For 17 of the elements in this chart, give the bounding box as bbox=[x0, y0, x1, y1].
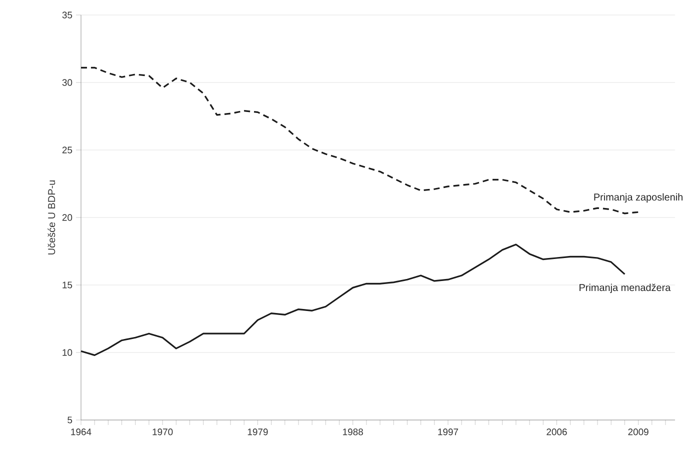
y-tick-label: 5 bbox=[68, 416, 72, 424]
y-axis-title: Učešće U BDP-u bbox=[48, 180, 56, 254]
x-tick-label: 1997 bbox=[438, 428, 458, 436]
y-tick-label: 25 bbox=[62, 146, 72, 154]
y-tick-label: 35 bbox=[62, 12, 72, 18]
y-tick-label: 15 bbox=[62, 282, 72, 288]
x-tick-label: 1964 bbox=[71, 428, 92, 436]
x-tick-label: 1970 bbox=[152, 428, 173, 436]
series-label: Primanja menadžera bbox=[580, 284, 671, 294]
y-tick-label: 20 bbox=[62, 214, 72, 221]
x-tick-label: 1988 bbox=[343, 428, 363, 436]
x-tick-label: 2006 bbox=[546, 428, 567, 436]
x-tick-label: 2009 bbox=[628, 428, 648, 436]
y-tick-label: 10 bbox=[62, 349, 72, 356]
x-tick-label: 1979 bbox=[248, 428, 268, 436]
series-label: Primanja zaposlenih bbox=[594, 193, 682, 203]
y-tick-label: 30 bbox=[62, 79, 72, 86]
